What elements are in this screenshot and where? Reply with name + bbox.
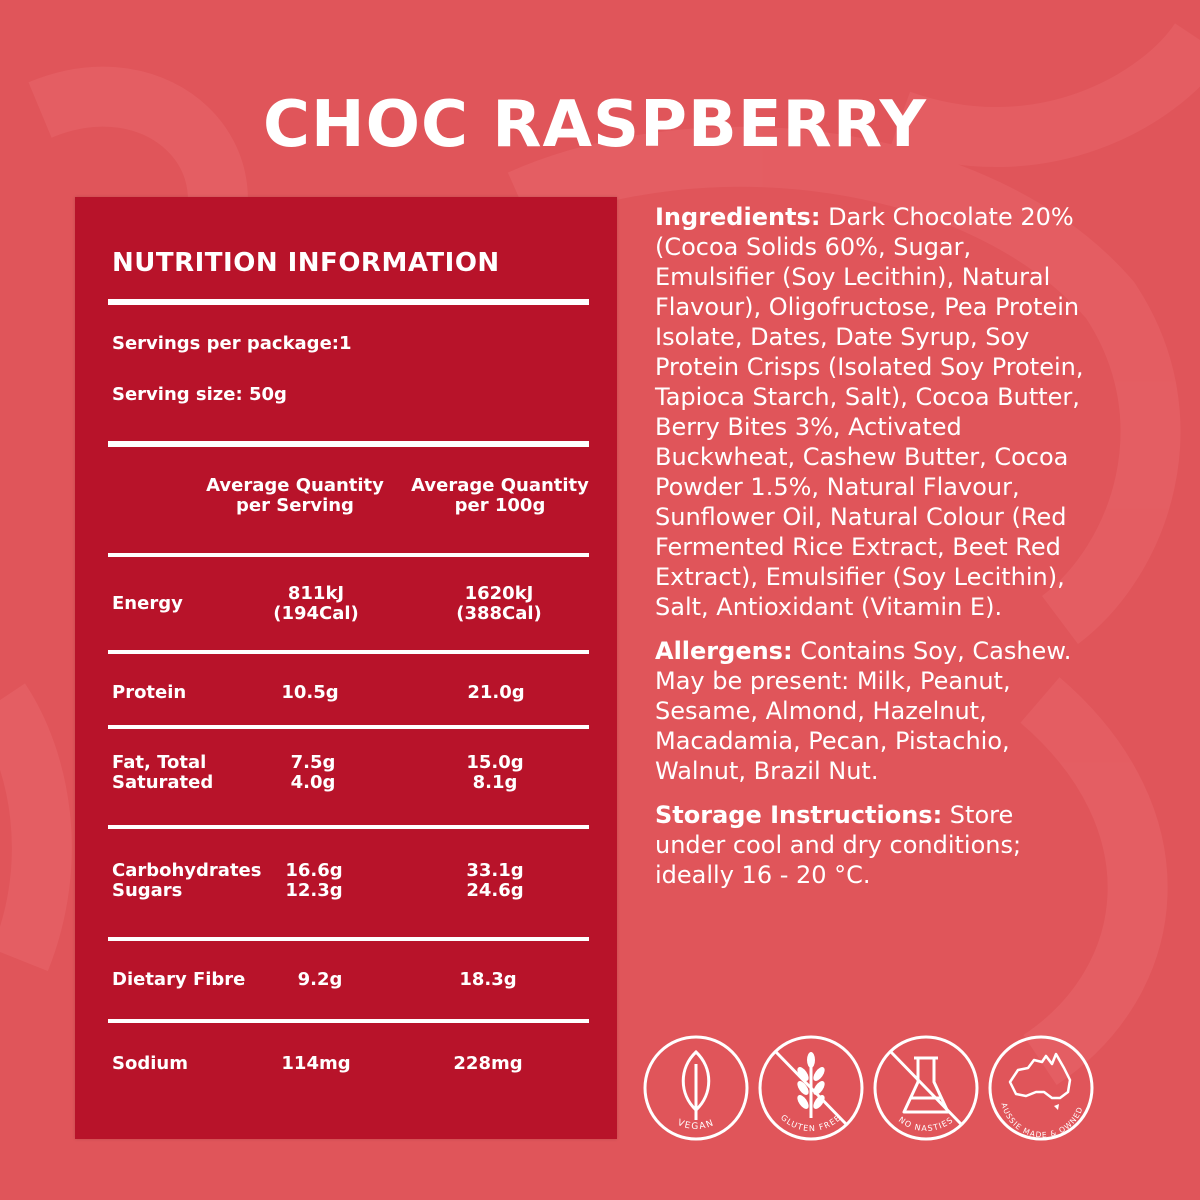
row-label-dietary-fibre: Dietary Fibre bbox=[112, 969, 246, 990]
allergens-paragraph: Allergens: Contains Soy, Cashew. May be … bbox=[655, 636, 1085, 786]
leaf-icon bbox=[681, 1049, 711, 1120]
product-details: Ingredients: Dark Chocolate 20% (Cocoa S… bbox=[655, 202, 1085, 904]
badge-label-no-nasties: NO NASTIES bbox=[897, 1115, 954, 1133]
storage-label: Storage Instructions: bbox=[655, 801, 943, 829]
divider bbox=[108, 825, 589, 829]
servings-per-package: Servings per package:1 bbox=[112, 333, 352, 354]
energy-per-100g: 1620kJ (388Cal) bbox=[456, 583, 542, 624]
divider bbox=[108, 1019, 589, 1023]
australia-map-icon bbox=[1008, 1052, 1072, 1110]
svg-text:NO NASTIES: NO NASTIES bbox=[897, 1115, 955, 1133]
row-label-energy: Energy bbox=[112, 593, 183, 614]
divider bbox=[108, 299, 589, 305]
certification-badges: VEGAN GLUTEN FREE bbox=[641, 1028, 1101, 1178]
row-label-carbohydrates: Carbohydrates Sugars bbox=[112, 860, 262, 901]
fibre-per-serving: 9.2g bbox=[297, 969, 343, 990]
badge-aussie-made: AUSSIE MADE & OWNED bbox=[986, 1028, 1096, 1168]
fibre-per-100g: 18.3g bbox=[459, 969, 517, 990]
ingredients-label: Ingredients: bbox=[655, 203, 821, 231]
carbohydrates-per-100g: 33.1g 24.6g bbox=[466, 860, 524, 901]
fat-per-100g: 15.0g 8.1g bbox=[466, 752, 524, 793]
svg-text:AUSSIE MADE & OWNED: AUSSIE MADE & OWNED bbox=[999, 1102, 1084, 1140]
nutrition-panel: NUTRITION INFORMATION Servings per packa… bbox=[75, 197, 617, 1139]
storage-paragraph: Storage Instructions: Store under cool a… bbox=[655, 800, 1085, 890]
column-header-per-100g: Average Quantity per 100g bbox=[411, 475, 589, 516]
sodium-per-serving: 114mg bbox=[281, 1053, 351, 1074]
row-label-fat: Fat, Total Saturated bbox=[112, 752, 214, 793]
fat-per-serving: 7.5g 4.0g bbox=[290, 752, 336, 793]
nutrition-heading: NUTRITION INFORMATION bbox=[112, 248, 500, 278]
sodium-per-100g: 228mg bbox=[453, 1053, 523, 1074]
divider bbox=[108, 937, 589, 941]
row-label-protein: Protein bbox=[112, 682, 187, 703]
divider bbox=[108, 441, 589, 447]
badge-label-aussie-made: AUSSIE MADE & OWNED bbox=[999, 1102, 1083, 1140]
product-title: CHOC RASPBERRY bbox=[263, 88, 927, 162]
allergens-text: Contains Soy, Cashew. May be present: Mi… bbox=[655, 637, 1072, 785]
badge-label-vegan: VEGAN bbox=[676, 1118, 715, 1132]
ingredients-text: Dark Chocolate 20% (Cocoa Solids 60%, Su… bbox=[655, 203, 1084, 621]
protein-per-100g: 21.0g bbox=[467, 682, 525, 703]
storage-text: Store under cool and dry conditions; ide… bbox=[655, 801, 1022, 889]
badge-no-nasties: NO NASTIES bbox=[871, 1028, 981, 1168]
allergens-label: Allergens: bbox=[655, 637, 793, 665]
badge-vegan: VEGAN bbox=[641, 1028, 751, 1168]
carbohydrates-per-serving: 16.6g 12.3g bbox=[285, 860, 343, 901]
wheat-icon bbox=[797, 1052, 825, 1118]
column-header-per-serving: Average Quantity per Serving bbox=[206, 475, 384, 516]
divider bbox=[108, 553, 589, 557]
serving-size: Serving size: 50g bbox=[112, 384, 287, 405]
ingredients-paragraph: Ingredients: Dark Chocolate 20% (Cocoa S… bbox=[655, 202, 1085, 622]
divider bbox=[108, 650, 589, 654]
energy-per-serving: 811kJ (194Cal) bbox=[273, 583, 359, 624]
row-label-sodium: Sodium bbox=[112, 1053, 188, 1074]
divider bbox=[108, 725, 589, 729]
badge-gluten-free: GLUTEN FREE bbox=[756, 1028, 866, 1168]
svg-text:VEGAN: VEGAN bbox=[676, 1118, 716, 1132]
protein-per-serving: 10.5g bbox=[281, 682, 339, 703]
